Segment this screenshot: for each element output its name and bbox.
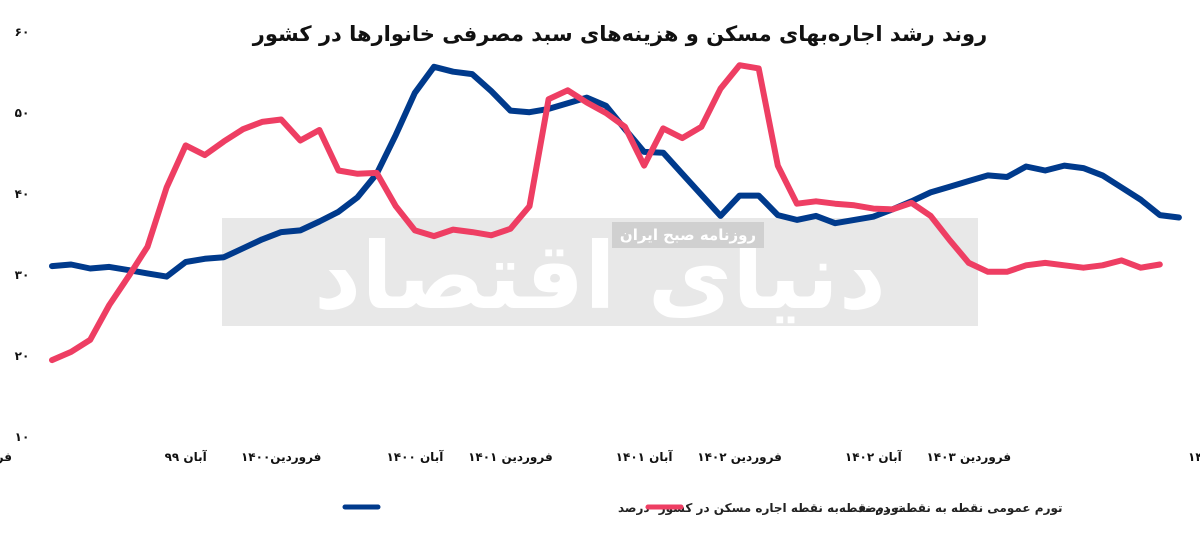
watermark: دنیای اقتصاد روزنامه صبح ایران <box>222 218 978 330</box>
legend: تورم نقطه‌به نقطه اجاره مسکن در کشور- در… <box>342 501 1063 516</box>
y-tick-label: ۳۰ <box>15 268 30 282</box>
legend-label-rent: تورم نقطه‌به نقطه اجاره مسکن در کشور- در… <box>618 501 903 516</box>
x-tick-label: آبان ۱۴۰۰ <box>386 449 444 464</box>
watermark-band <box>222 218 978 326</box>
x-tick-label: فروردین ۱۴۰۲ <box>697 450 782 465</box>
y-tick-label: ۵۰ <box>15 106 30 120</box>
x-tick-label: فروردین۹۹ <box>0 450 12 465</box>
y-tick-label: ۱۰ <box>15 430 30 444</box>
watermark-brand: دنیای اقتصاد <box>314 223 886 330</box>
legend-item-inflation: تورم عمومی نقطه به نقطه- درصد <box>645 501 1063 516</box>
watermark-label: روزنامه صبح ایران <box>620 226 756 244</box>
x-tick-label: آبان ۹۹ <box>165 449 208 464</box>
y-tick-label: ۶۰ <box>15 25 30 39</box>
x-tick-label: آبان ۱۴۰۲ <box>845 449 903 464</box>
x-tick-label: دی ۱۴۰۳ <box>1188 450 1200 464</box>
x-tick-label: فروردین۱۴۰۰ <box>241 450 321 465</box>
y-axis: ۶۰ ۵۰ ۴۰ ۳۰ ۲۰ ۱۰ <box>15 25 30 444</box>
x-axis: فروردین۹۹ آبان ۹۹ فروردین۱۴۰۰ آبان ۱۴۰۰ فرور… <box>0 449 1200 465</box>
y-tick-label: ۴۰ <box>15 187 30 201</box>
chart-title: روند رشد اجاره‌بهای مسکن و هزینه‌های سبد… <box>252 22 987 46</box>
plot-series <box>49 62 1182 364</box>
legend-label-inflation: تورم عمومی نقطه به نقطه- درصد <box>858 501 1063 516</box>
series-line-inflation <box>49 62 1163 364</box>
x-tick-label: فروردین ۱۴۰۳ <box>926 450 1011 465</box>
x-tick-label: آبان ۱۴۰۱ <box>616 449 674 464</box>
y-tick-label: ۲۰ <box>15 349 30 363</box>
watermark-label-box <box>612 222 764 248</box>
x-tick-label: فروردین ۱۴۰۱ <box>468 450 553 465</box>
legend-item-rent: تورم نقطه‌به نقطه اجاره مسکن در کشور- در… <box>342 501 903 516</box>
